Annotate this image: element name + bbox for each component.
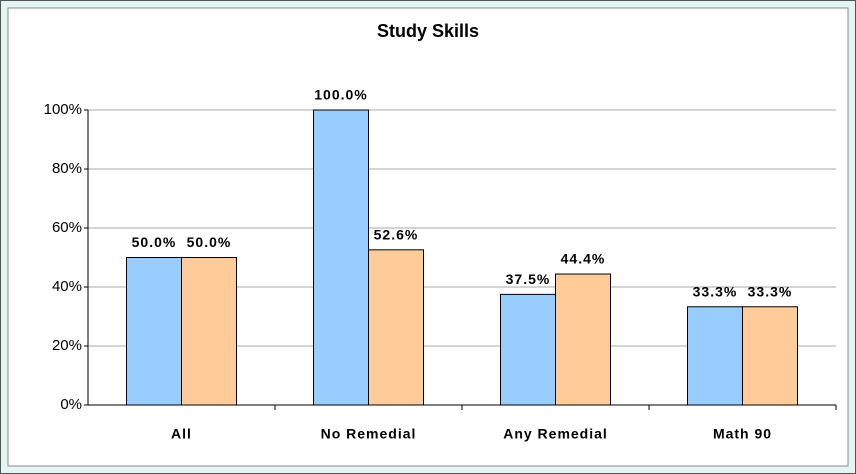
y-tick-label: 60% <box>52 219 82 236</box>
x-tick-label: Any Remedial <box>503 426 608 442</box>
value-label: 33.3% <box>748 283 793 299</box>
value-label: 50.0% <box>187 234 232 250</box>
bar <box>368 249 424 406</box>
bar <box>181 257 237 406</box>
y-tick-label: 0% <box>60 396 82 413</box>
y-tick-label: 80% <box>52 160 82 177</box>
bar <box>126 257 182 406</box>
value-label: 33.3% <box>693 283 738 299</box>
chart-title: Study Skills <box>377 21 479 41</box>
bar <box>500 293 556 406</box>
bar <box>742 306 798 406</box>
x-tick-label: No Remedial <box>321 426 417 442</box>
y-tick-label: 100% <box>44 101 82 118</box>
y-tick-label: 20% <box>52 337 82 354</box>
bar <box>555 273 611 406</box>
bar <box>313 109 369 406</box>
x-tick-label: Math 90 <box>713 426 772 442</box>
value-label: 37.5% <box>506 271 551 287</box>
value-label: 52.6% <box>374 227 419 243</box>
value-label: 100.0% <box>314 87 367 103</box>
x-tick-label: All <box>171 426 192 442</box>
y-tick-label: 40% <box>52 278 82 295</box>
bar <box>687 306 743 406</box>
value-label: 44.4% <box>561 251 606 267</box>
value-label: 50.0% <box>132 234 177 250</box>
